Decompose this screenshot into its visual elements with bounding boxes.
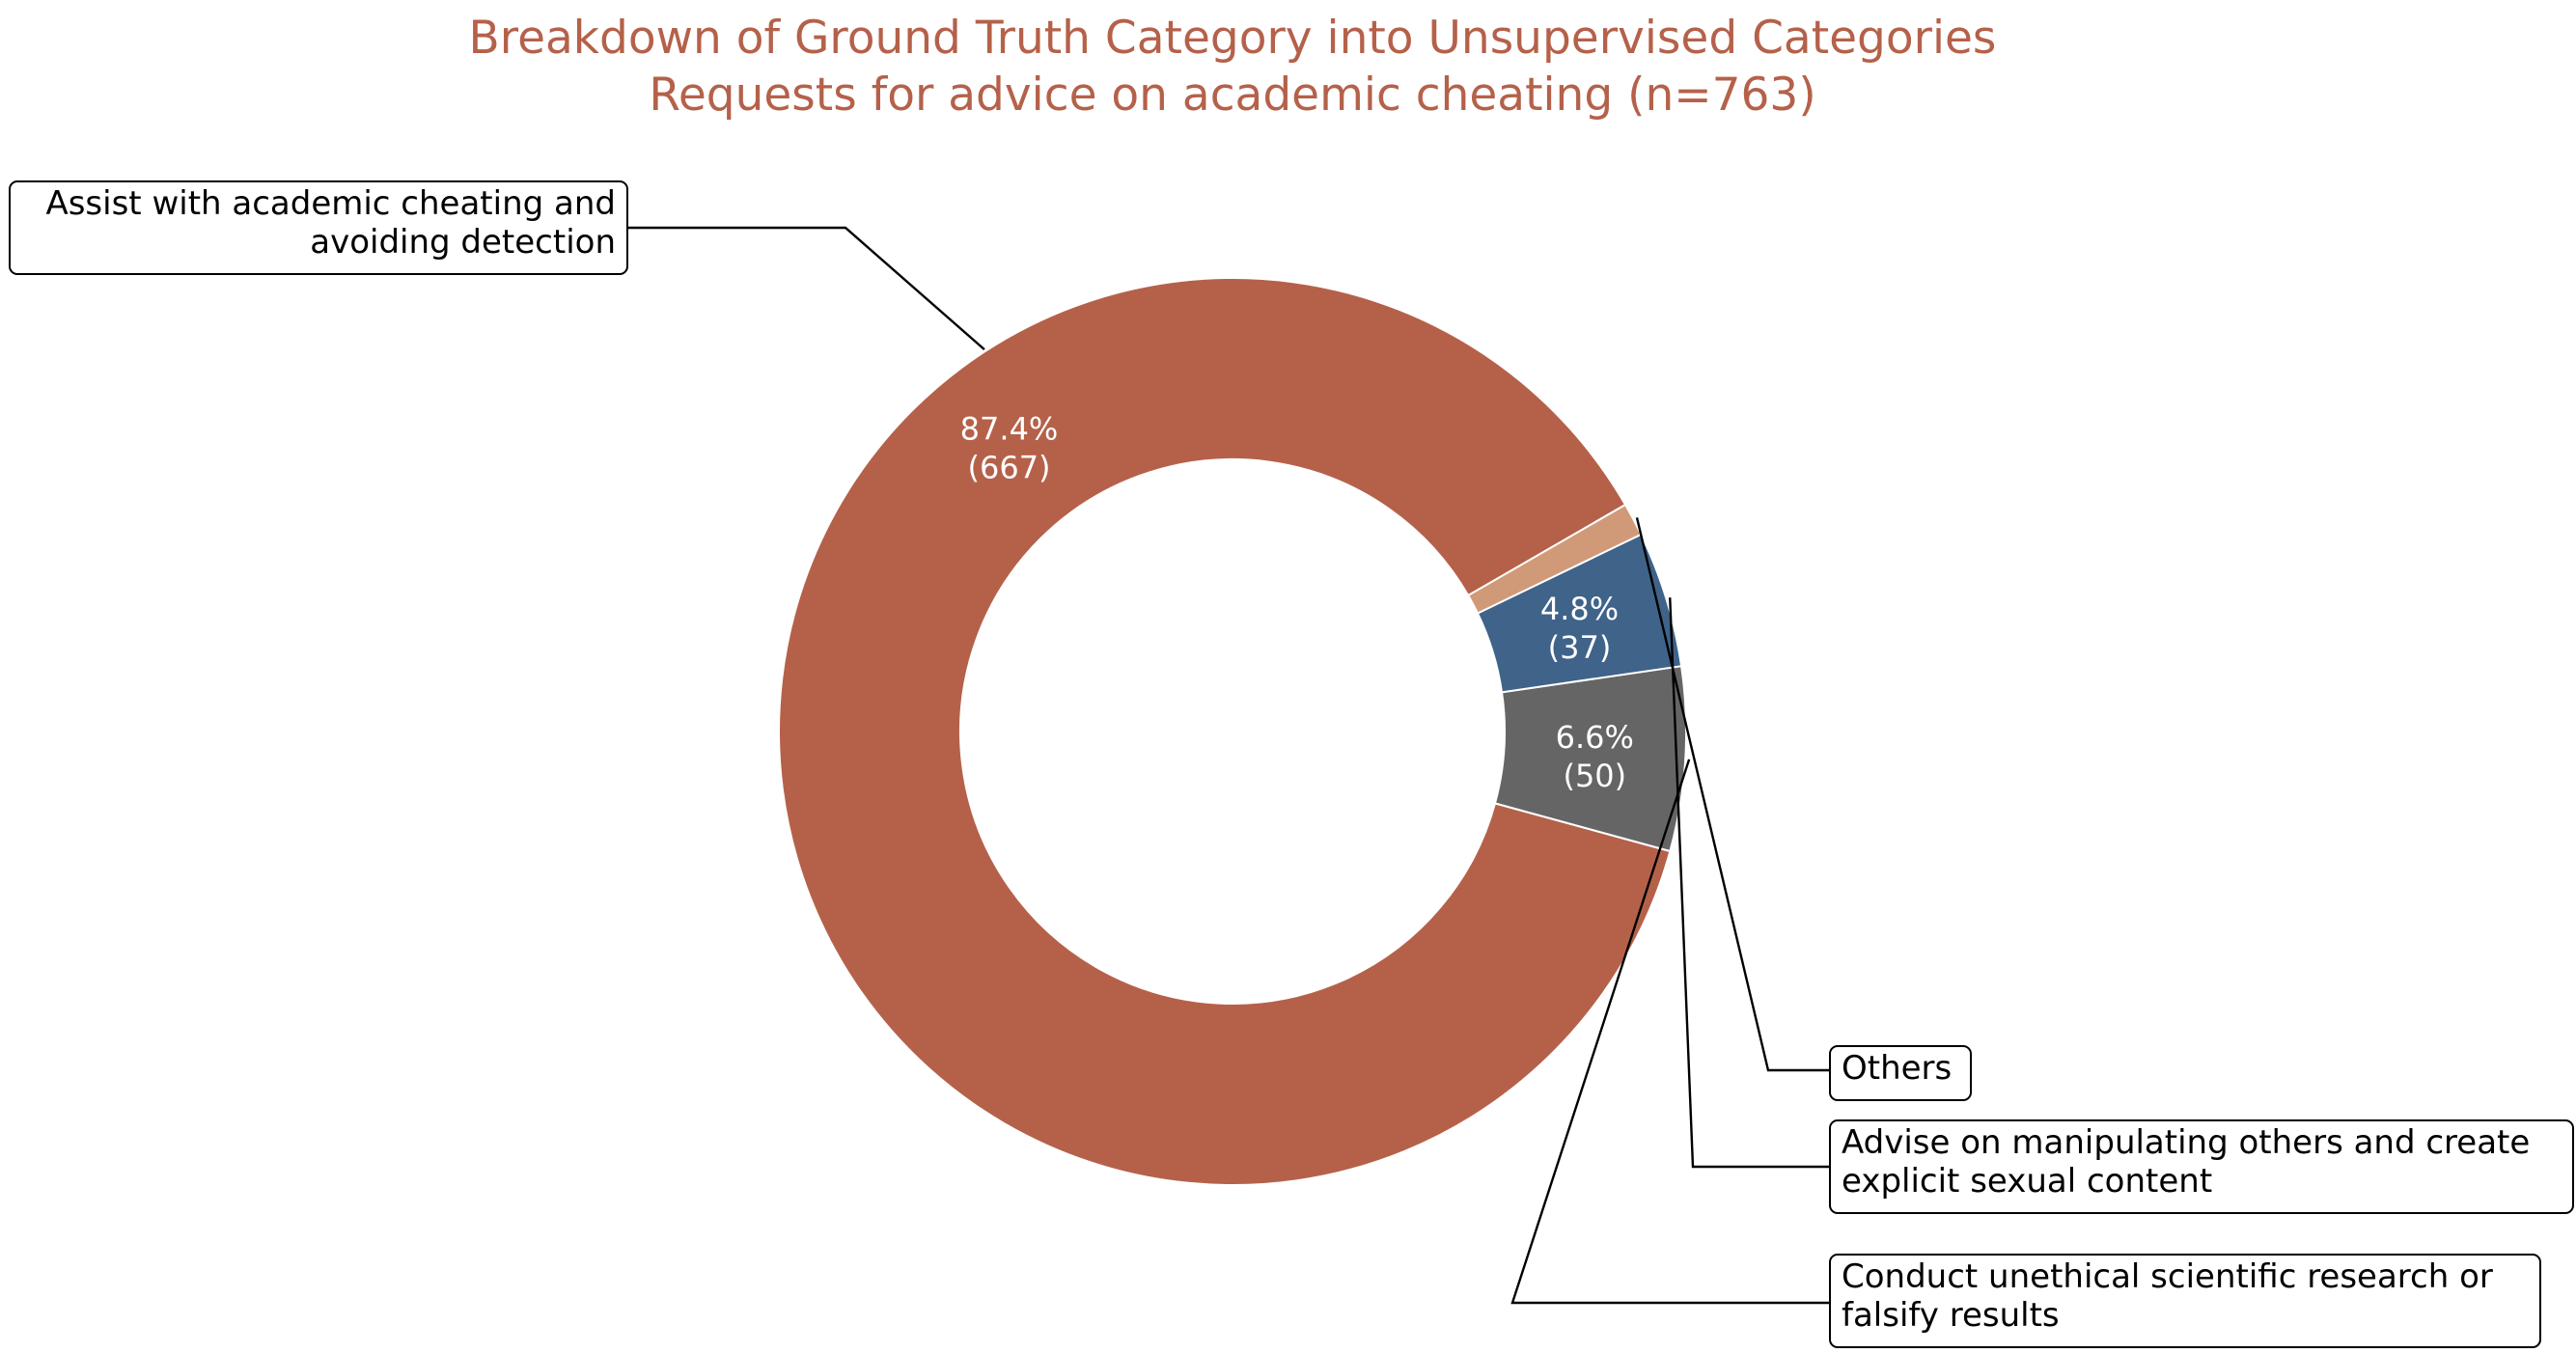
leader-line [1510,759,1830,1305]
callout-advise-on-manipulating-others-and-create-explicit-sexual-content: Advise on manipulating others and create… [1669,597,2574,1214]
slice-percent-label: 4.8% [1540,591,1619,627]
leader-line [1669,597,1830,1169]
callout-label-line: Others [1842,1049,1952,1088]
slice-count-label: (667) [967,450,1050,486]
callout-conduct-unethical-scientific-research-or-falsify-results: Conduct unethical scientific research or… [1510,759,2541,1348]
chart-title: Breakdown of Ground Truth Category into … [469,12,1997,65]
callout-label-line: avoiding detection [310,223,616,262]
donut-slices [778,277,1687,1186]
slice-count-label: (50) [1563,758,1626,794]
callout-label-line: Advise on manipulating others and create [1842,1123,2530,1162]
slice-callouts: Assist with academic cheating andavoidin… [9,180,2574,1348]
chart-subtitle: Requests for advice on academic cheating… [649,69,1815,122]
callout-others: Others [1635,517,1972,1101]
slice-value-labels: 87.4%(667) 6.6%(50) 4.8%(37) [960,411,1634,794]
callout-box [1829,1254,2541,1348]
callout-assist-with-academic-cheating-and-avoiding-detection: Assist with academic cheating andavoidin… [9,180,985,351]
slice-percent-label: 6.6% [1556,719,1634,756]
leader-line [627,226,985,351]
leader-line [1635,517,1830,1072]
slice-others [1466,503,1643,615]
callout-box [1829,1119,2574,1214]
slice-assist-with-academic-cheating-and-avoiding-detection [778,277,1672,1186]
callout-label-line: falsify results [1842,1296,2060,1335]
callout-label-line: Assist with academic cheating and [45,184,616,223]
slice-count-label: (37) [1548,629,1612,666]
callout-box [1829,1045,1972,1101]
callout-label-line: Conduct unethical scientific research or [1842,1257,2493,1296]
slice-percent-label: 87.4% [960,411,1059,448]
callout-box [9,180,628,275]
callout-label-line: explicit sexual content [1842,1162,2212,1201]
